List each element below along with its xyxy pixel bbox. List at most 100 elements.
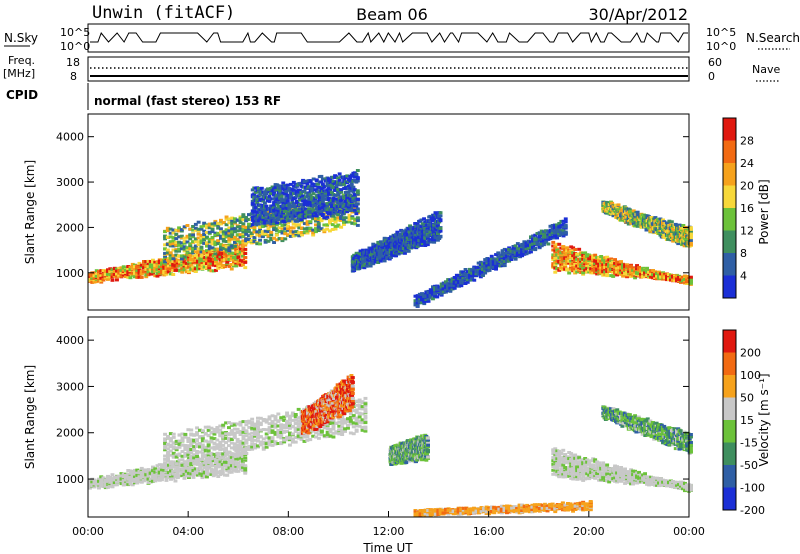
echo-cell	[227, 249, 232, 253]
echo-cell	[555, 242, 560, 246]
freq-label: Freq.	[8, 54, 35, 67]
echo-cell	[155, 262, 160, 266]
echo-cell	[269, 230, 274, 234]
echo-cell	[559, 260, 564, 264]
echo-cell	[579, 266, 584, 270]
echo-cell	[241, 251, 245, 255]
echo-cell	[126, 267, 131, 270]
echo-cell	[555, 228, 559, 232]
echo-cell	[282, 214, 287, 218]
echo-cell	[263, 240, 268, 244]
echo-cell	[277, 221, 282, 225]
echo-cell	[243, 256, 248, 260]
echo-cell	[544, 233, 549, 237]
echo-cell	[577, 260, 582, 264]
echo-cell	[426, 295, 431, 298]
echo-cell	[121, 268, 126, 272]
echo-cell	[400, 229, 405, 233]
echo-cell	[286, 221, 290, 225]
echo-cell	[389, 241, 393, 245]
echo-cell	[585, 270, 590, 274]
echo-cell	[343, 176, 348, 180]
echo-cell	[272, 216, 276, 220]
echo-cell	[119, 271, 124, 275]
echo-cell	[511, 251, 516, 255]
echo-cell	[227, 239, 232, 243]
echo-cell	[205, 226, 209, 230]
echo-cell	[348, 179, 353, 183]
echo-cell	[269, 233, 274, 237]
echo-cell	[563, 225, 568, 229]
echo-cell	[198, 257, 203, 261]
noise-panel: N.Sky 10^5 10^0 10^5 10^0 N.Search	[4, 23, 800, 53]
echo-cell	[151, 258, 155, 262]
echo-cell	[249, 226, 254, 229]
echo-cell	[314, 227, 318, 231]
echo-cell	[112, 273, 117, 276]
echo-cell	[573, 270, 578, 274]
echo-cell	[275, 221, 280, 225]
echo-cell	[681, 279, 685, 283]
echo-cell	[605, 265, 610, 269]
echo-cell	[459, 284, 464, 288]
echo-cell	[256, 187, 261, 190]
echo-cell	[526, 247, 531, 250]
echo-cell	[579, 265, 584, 269]
echo-cell	[350, 221, 355, 225]
echo-cell	[207, 250, 212, 254]
echo-cell	[221, 246, 226, 250]
echo-cell	[336, 216, 341, 220]
echo-cell	[542, 235, 546, 239]
echo-cell	[531, 234, 535, 238]
cpid-panel: CPID normal (fast stereo) 153 RF	[6, 83, 281, 110]
echo-cell	[641, 266, 645, 270]
echo-cell	[461, 279, 466, 283]
echo-cell	[230, 230, 235, 234]
echo-cell	[643, 268, 647, 272]
echo-cell	[657, 275, 661, 279]
echo-cell	[428, 295, 433, 299]
echo-cell	[205, 255, 209, 259]
echo-cell	[635, 271, 639, 275]
echo-cell	[633, 270, 637, 274]
echo-cell	[438, 211, 443, 215]
echo-cell	[354, 212, 359, 216]
echo-cell	[316, 201, 321, 205]
echo-cell	[171, 231, 176, 235]
echo-cell	[557, 227, 562, 230]
echo-cell	[244, 237, 249, 241]
echo-cell	[171, 259, 176, 263]
echo-cell	[287, 219, 292, 223]
echo-cell	[496, 255, 501, 259]
echo-cell	[436, 224, 440, 228]
echo-cell	[403, 251, 407, 255]
echo-cell	[234, 247, 239, 251]
echo-cell	[581, 271, 586, 275]
echo-cell	[313, 202, 318, 206]
echo-cell	[325, 223, 330, 227]
echo-cell	[489, 264, 494, 268]
echo-cell	[518, 255, 522, 259]
echo-cell	[531, 239, 535, 243]
echo-cell	[151, 266, 155, 270]
echo-cell	[557, 242, 562, 246]
echo-cell	[364, 248, 369, 252]
echo-cell	[454, 278, 459, 282]
echo-cell	[288, 229, 293, 233]
echo-cell	[579, 258, 584, 261]
echo-cell	[529, 243, 533, 247]
echo-cell	[555, 230, 559, 234]
echo-cell	[261, 218, 266, 222]
echo-cell	[225, 254, 230, 258]
echo-cell	[277, 237, 282, 241]
echo-cell	[308, 179, 313, 183]
echo-cell	[277, 226, 282, 230]
echo-cell	[595, 255, 600, 259]
echo-cell	[126, 270, 131, 274]
echo-cell	[481, 267, 485, 271]
echo-cell	[233, 220, 237, 224]
echo-cell	[428, 288, 433, 292]
echo-cell	[241, 222, 246, 226]
echo-cell	[188, 244, 193, 248]
echo-cell	[166, 260, 171, 264]
